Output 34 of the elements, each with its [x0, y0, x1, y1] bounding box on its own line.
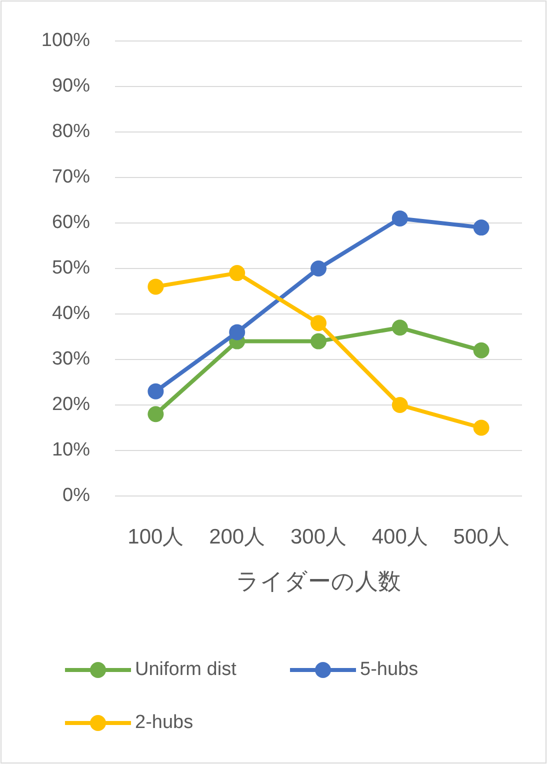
- y-tick-label: 0%: [62, 485, 90, 506]
- x-tick-label: 100人: [128, 526, 184, 549]
- point: [310, 260, 326, 276]
- y-tick-label: 60%: [52, 212, 90, 234]
- y-tick-label: 90%: [52, 76, 90, 97]
- point: [392, 320, 408, 336]
- point: [148, 406, 164, 422]
- legend-label: 5-hubs: [360, 659, 418, 680]
- point: [310, 315, 326, 332]
- legend-label: Uniform dist: [135, 659, 238, 680]
- y-tick-label: 40%: [52, 303, 90, 324]
- point: [392, 397, 408, 413]
- y-tick-label: 70%: [52, 166, 90, 188]
- point: [229, 265, 246, 282]
- point: [473, 220, 490, 236]
- point: [148, 383, 164, 400]
- x-tick-label: 200人: [209, 526, 266, 549]
- point: [473, 342, 490, 358]
- x-tick-label: 400人: [372, 526, 428, 549]
- y-tick-label: 100%: [41, 30, 90, 52]
- y-tick-label: 80%: [52, 121, 90, 142]
- x-tick-label: 500人: [453, 526, 510, 549]
- y-tick-label: 20%: [52, 394, 90, 416]
- x-tick-label: 300人: [290, 526, 347, 549]
- point: [229, 324, 246, 340]
- point: [473, 420, 490, 436]
- x-axis-title: ライダーの人数: [236, 568, 401, 594]
- point: [392, 210, 408, 226]
- y-tick-label: 30%: [52, 348, 90, 370]
- point: [148, 278, 164, 295]
- y-tick-label: 10%: [52, 440, 90, 461]
- point: [310, 333, 326, 350]
- y-tick-label: 50%: [52, 258, 90, 279]
- legend-label: 2-hubs: [135, 712, 194, 734]
